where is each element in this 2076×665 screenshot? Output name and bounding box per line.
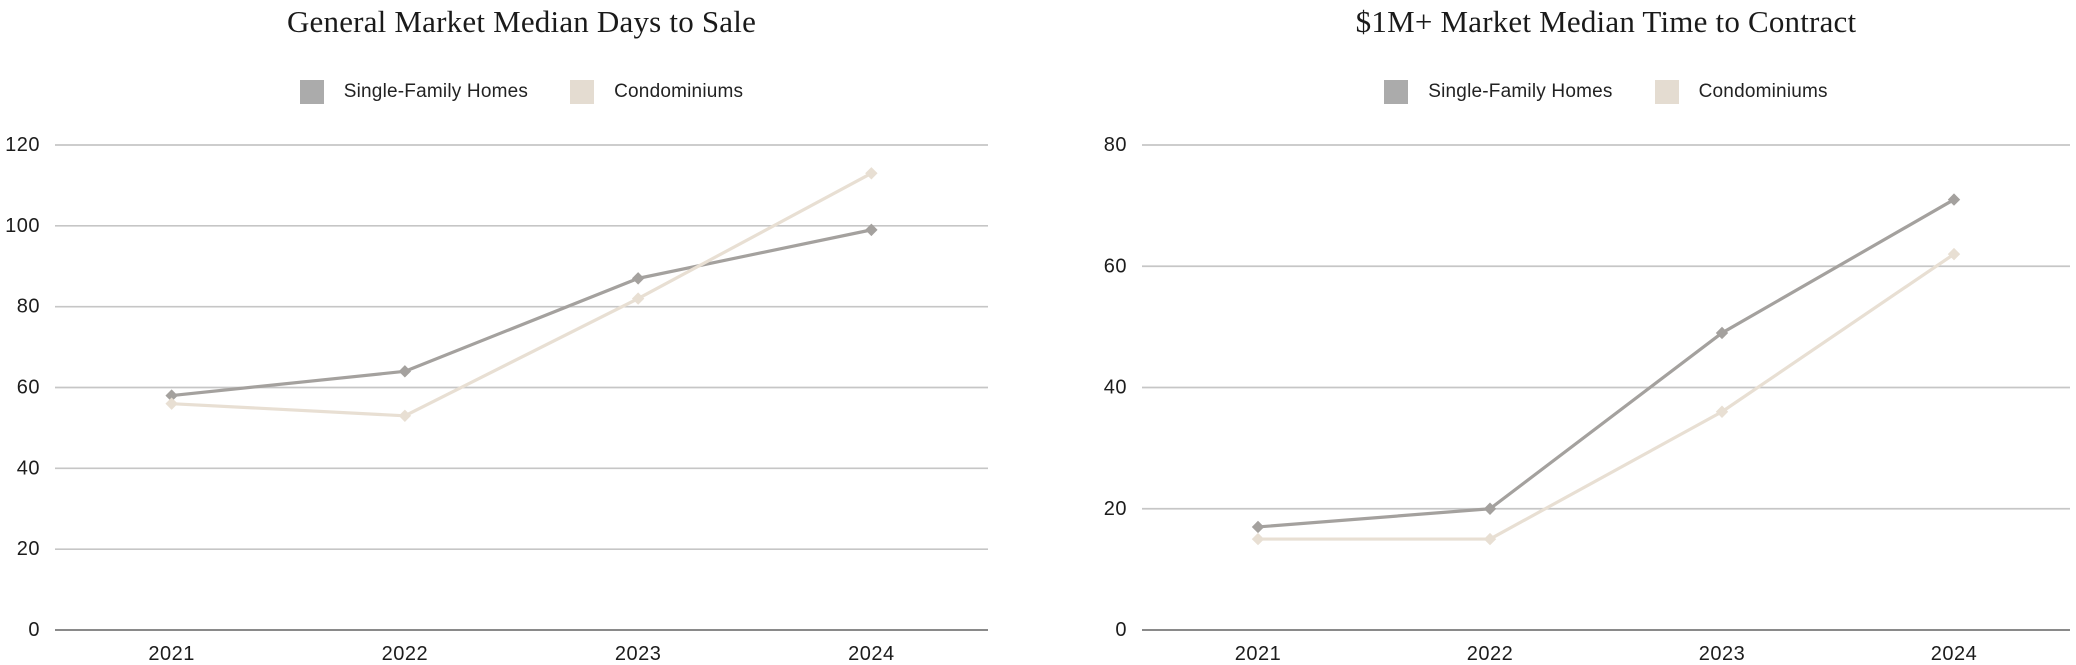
data-point-marker [165,389,178,402]
chart-1m-plus-time-to-contract: $1M+ Market Median Time to Contract Sing… [1038,0,2076,665]
chart-title: General Market Median Days to Sale [286,4,757,39]
legend-swatch-single-family-homes [1384,80,1409,104]
legend-swatch-single-family-homes [299,80,324,104]
x-tick-label: 2023 [1699,643,1746,665]
legend-item-condominiums: Condominiums [570,80,743,104]
legend-item-single-family-homes: Single-Family Homes [1384,80,1612,104]
data-point-marker [398,365,412,378]
series-line [1256,252,1956,541]
data-point-marker [398,409,412,422]
data-point-marker [1715,405,1729,418]
y-tick-label: 20 [1104,498,1127,520]
y-tick-label: 60 [1104,255,1127,277]
chart-legend: Single-Family Homes Condominiums [1142,80,2070,104]
y-tick-label: 80 [1104,134,1127,156]
data-point-marker [1947,193,1961,206]
data-point-marker [1251,532,1265,546]
x-tick-label: 2021 [148,643,195,665]
chart-title: $1M+ Market Median Time to Contract [1355,4,1857,39]
y-tick-label: 80 [17,296,40,318]
y-tick-label: 20 [17,538,40,560]
y-tick-label: 0 [28,619,40,641]
chart-legend: Single-Family Homes Condominiums [55,80,988,104]
line-plot-1m-market: 0 20 40 60 80 2021 2022 2023 2024 [1104,134,2070,665]
data-point-marker [1251,520,1265,534]
y-tick-label: 40 [1104,377,1127,399]
y-tick-label: 0 [1115,619,1127,641]
data-point-marker [865,167,878,180]
data-point-marker [1483,502,1497,515]
line-plot-general-market: 0 20 40 60 80 100 120 2021 2022 2023 2024 [5,134,988,665]
chart-general-market-days-to-sale: General Market Median Days to Sale Singl… [5,4,988,665]
data-point-marker [165,397,178,410]
x-tick-label: 2023 [615,643,662,665]
y-tick-label: 120 [5,134,40,156]
data-point-marker [1715,326,1729,340]
series-line [1256,197,1956,529]
legend-label-single-family-homes: Single-Family Homes [1428,81,1613,102]
legend-item-condominiums: Condominiums [1654,80,1828,104]
data-point-marker [865,223,878,237]
data-point-marker [631,272,645,285]
legend-label-condominiums: Condominiums [1698,81,1828,102]
legend-label-condominiums: Condominiums [614,81,744,102]
y-tick-label: 60 [17,377,40,399]
x-tick-label: 2024 [848,643,895,665]
data-point-marker [1483,532,1497,546]
y-tick-label: 100 [5,215,40,237]
series-line [170,171,873,418]
legend-label-single-family-homes: Single-Family Homes [343,81,529,102]
x-tick-label: 2022 [382,643,429,665]
legend-swatch-condominiums [1654,80,1679,104]
series-line [170,228,873,398]
data-point-marker [631,292,645,305]
x-tick-label: 2022 [1467,643,1514,665]
x-tick-label: 2024 [1931,643,1978,665]
y-tick-label: 40 [17,457,40,479]
x-tick-label: 2021 [1235,643,1282,665]
legend-item-single-family-homes: Single-Family Homes [299,80,529,104]
data-point-marker [1947,247,1961,261]
legend-swatch-condominiums [570,80,595,104]
